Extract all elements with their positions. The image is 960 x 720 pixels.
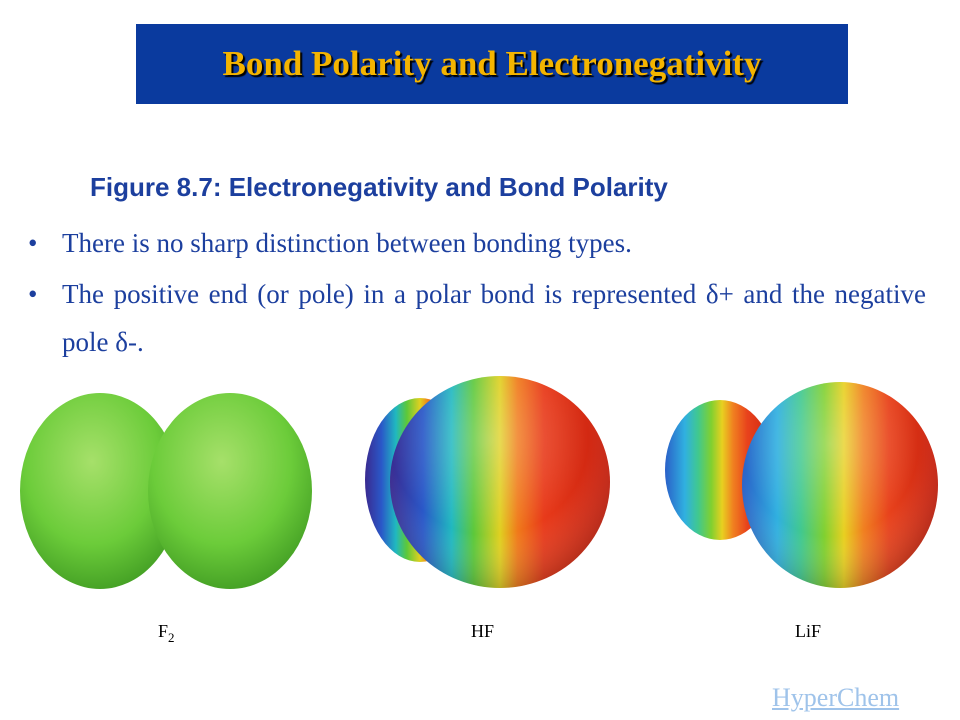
- molecule-label: F2: [158, 621, 175, 645]
- bullet-text: There is no sharp distinction between bo…: [62, 228, 632, 258]
- molecule-label: LiF: [795, 621, 821, 641]
- hf-molecule: [365, 376, 610, 588]
- molecule-figure: F2 HF LiF: [20, 376, 938, 645]
- molecule-subscript: 2: [168, 630, 175, 645]
- hyperchem-link[interactable]: HyperChem: [772, 683, 900, 712]
- f2-molecule: [20, 393, 312, 589]
- bullet-item: • There is no sharp distinction between …: [28, 219, 926, 267]
- bullet-item: • The positive end (or pole) in a polar …: [28, 270, 926, 366]
- title-box: Bond Polarity and Electronegativity: [136, 24, 848, 104]
- molecule-label: HF: [471, 621, 494, 641]
- molecule-formula: F: [158, 621, 168, 641]
- lif-molecule: [665, 382, 938, 588]
- bullet-text: The positive end (or pole) in a polar bo…: [62, 279, 926, 357]
- bullet-symbol: •: [28, 228, 38, 258]
- figure-caption: Figure 8.7: Electronegativity and Bond P…: [90, 172, 668, 202]
- bullet-symbol: •: [28, 279, 38, 309]
- slide-title: Bond Polarity and Electronegativity: [222, 44, 762, 83]
